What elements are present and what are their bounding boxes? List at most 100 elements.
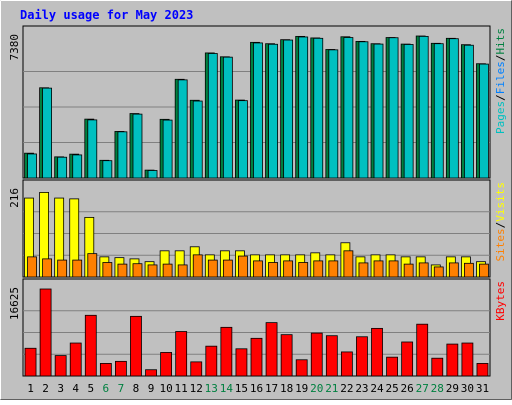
- bar-pages-day-21: [328, 49, 339, 179]
- bar-sites-day-1: [27, 256, 37, 278]
- panel-legend: Pages/Files/Hits: [494, 28, 507, 134]
- x-tick-label: 11: [175, 382, 188, 395]
- panel-kbytes: 16625 KBytes: [8, 278, 507, 377]
- bar-pages-day-15: [238, 100, 248, 179]
- x-tick-label: 16: [250, 382, 263, 395]
- bar-pages-day-17: [268, 43, 278, 179]
- bar-pages-day-24: [373, 43, 384, 179]
- panel-legend: KBytes: [494, 281, 507, 321]
- bar-kbytes-day-2: [39, 288, 52, 377]
- bar-sites-day-13: [207, 259, 218, 278]
- bar-kbytes-day-13: [205, 345, 218, 377]
- x-tick-label: 13: [205, 382, 218, 395]
- x-tick-label: 14: [220, 382, 234, 395]
- x-tick-label: 18: [280, 382, 293, 395]
- bar-sites-day-8: [132, 263, 143, 278]
- x-tick-label: 7: [118, 382, 125, 395]
- bar-pages-day-20: [313, 37, 324, 179]
- x-tick-label: 29: [446, 382, 459, 395]
- x-tick-label: 19: [295, 382, 308, 395]
- bar-sites-day-14: [222, 259, 233, 278]
- legend-entry: Pages: [494, 101, 507, 134]
- bar-kbytes-day-18: [280, 334, 293, 377]
- bar-pages-day-22: [343, 37, 354, 179]
- x-tick-label: 31: [476, 382, 489, 395]
- bar-pages-day-2: [42, 87, 52, 179]
- bar-kbytes-day-6: [99, 363, 112, 377]
- bar-kbytes-day-27: [416, 323, 429, 377]
- bar-pages-day-4: [72, 154, 83, 179]
- bar-sites-day-25: [388, 260, 399, 278]
- x-tick-label: 15: [235, 382, 248, 395]
- bar-kbytes-day-29: [446, 343, 459, 377]
- bar-pages-day-6: [102, 160, 113, 179]
- bar-sites-day-4: [72, 259, 83, 278]
- bar-pages-day-23: [358, 41, 369, 179]
- bar-kbytes-day-22: [340, 351, 353, 377]
- x-tick-label: 4: [72, 382, 79, 395]
- x-tick-label: 26: [401, 382, 414, 395]
- bar-sites-day-24: [373, 260, 384, 278]
- x-tick-label: 23: [355, 382, 368, 395]
- bar-pages-day-27: [418, 35, 429, 179]
- x-tick-label: 21: [325, 382, 338, 395]
- legend-entry: Files: [494, 61, 507, 94]
- bar-kbytes-day-19: [295, 359, 308, 377]
- x-tick-label: 9: [148, 382, 155, 395]
- panel-legend: Sites/Visits: [494, 182, 507, 262]
- x-tick-label: 10: [159, 382, 172, 395]
- bar-pages-day-3: [57, 156, 68, 179]
- bar-kbytes-day-17: [265, 322, 278, 377]
- bar-pages-day-14: [222, 56, 233, 179]
- x-tick-label: 17: [265, 382, 278, 395]
- bar-sites-day-19: [298, 262, 309, 278]
- bar-sites-day-2: [42, 258, 52, 278]
- bar-sites-day-28: [433, 266, 444, 278]
- bar-pages-day-31: [479, 63, 489, 179]
- bar-sites-day-15: [238, 255, 248, 278]
- x-tick-label: 5: [87, 382, 94, 395]
- bar-sites-day-30: [464, 262, 474, 278]
- bar-pages-day-16: [253, 42, 263, 179]
- panel-pages-files-hits: 7380 Pages/Files/Hits: [8, 25, 507, 179]
- bar-sites-day-21: [328, 260, 339, 278]
- x-axis-labels: 1 2 3 4 5 6 7 8 9 10 11 12 13 14 15 16 17 18 19 20 21 22 23 24 2…: [27, 382, 489, 395]
- bar-kbytes-day-26: [401, 341, 414, 377]
- bar-pages-day-26: [403, 44, 414, 179]
- bar-kbytes-day-24: [371, 327, 383, 377]
- bar-sites-day-9: [147, 264, 158, 278]
- bar-kbytes-day-8: [130, 315, 142, 377]
- x-tick-label: 8: [133, 382, 140, 395]
- legend-entry: Sites: [494, 228, 507, 261]
- bar-sites-day-7: [117, 263, 128, 278]
- bar-sites-day-3: [57, 259, 68, 278]
- bar-pages-day-13: [207, 53, 218, 179]
- bar-pages-day-29: [448, 38, 459, 179]
- bar-kbytes-day-28: [431, 357, 444, 377]
- chart-title: Daily usage for May 2023: [20, 8, 193, 22]
- legend-entry: KBytes: [494, 281, 507, 321]
- x-tick-label: 22: [340, 382, 353, 395]
- bar-kbytes-day-4: [69, 342, 82, 377]
- x-tick-label: 28: [431, 382, 444, 395]
- bar-pages-day-12: [192, 100, 203, 179]
- bar-pages-day-28: [433, 43, 444, 179]
- x-tick-label: 27: [416, 382, 429, 395]
- y-max-label: 7380: [8, 34, 21, 61]
- bar-pages-day-9: [147, 170, 158, 179]
- y-max-label: 216: [8, 188, 21, 208]
- x-tick-label: 3: [57, 382, 64, 395]
- bar-pages-day-1: [27, 153, 37, 179]
- bar-kbytes-day-7: [115, 360, 127, 377]
- bar-kbytes-day-20: [310, 332, 323, 377]
- x-tick-label: 30: [461, 382, 474, 395]
- bar-pages-day-30: [464, 44, 474, 179]
- bar-pages-day-7: [117, 131, 128, 179]
- x-tick-label: 24: [370, 382, 384, 395]
- bar-kbytes-day-23: [356, 336, 368, 377]
- bar-pages-day-10: [162, 119, 173, 179]
- bar-sites-day-12: [192, 254, 203, 278]
- bar-kbytes-day-9: [145, 369, 157, 377]
